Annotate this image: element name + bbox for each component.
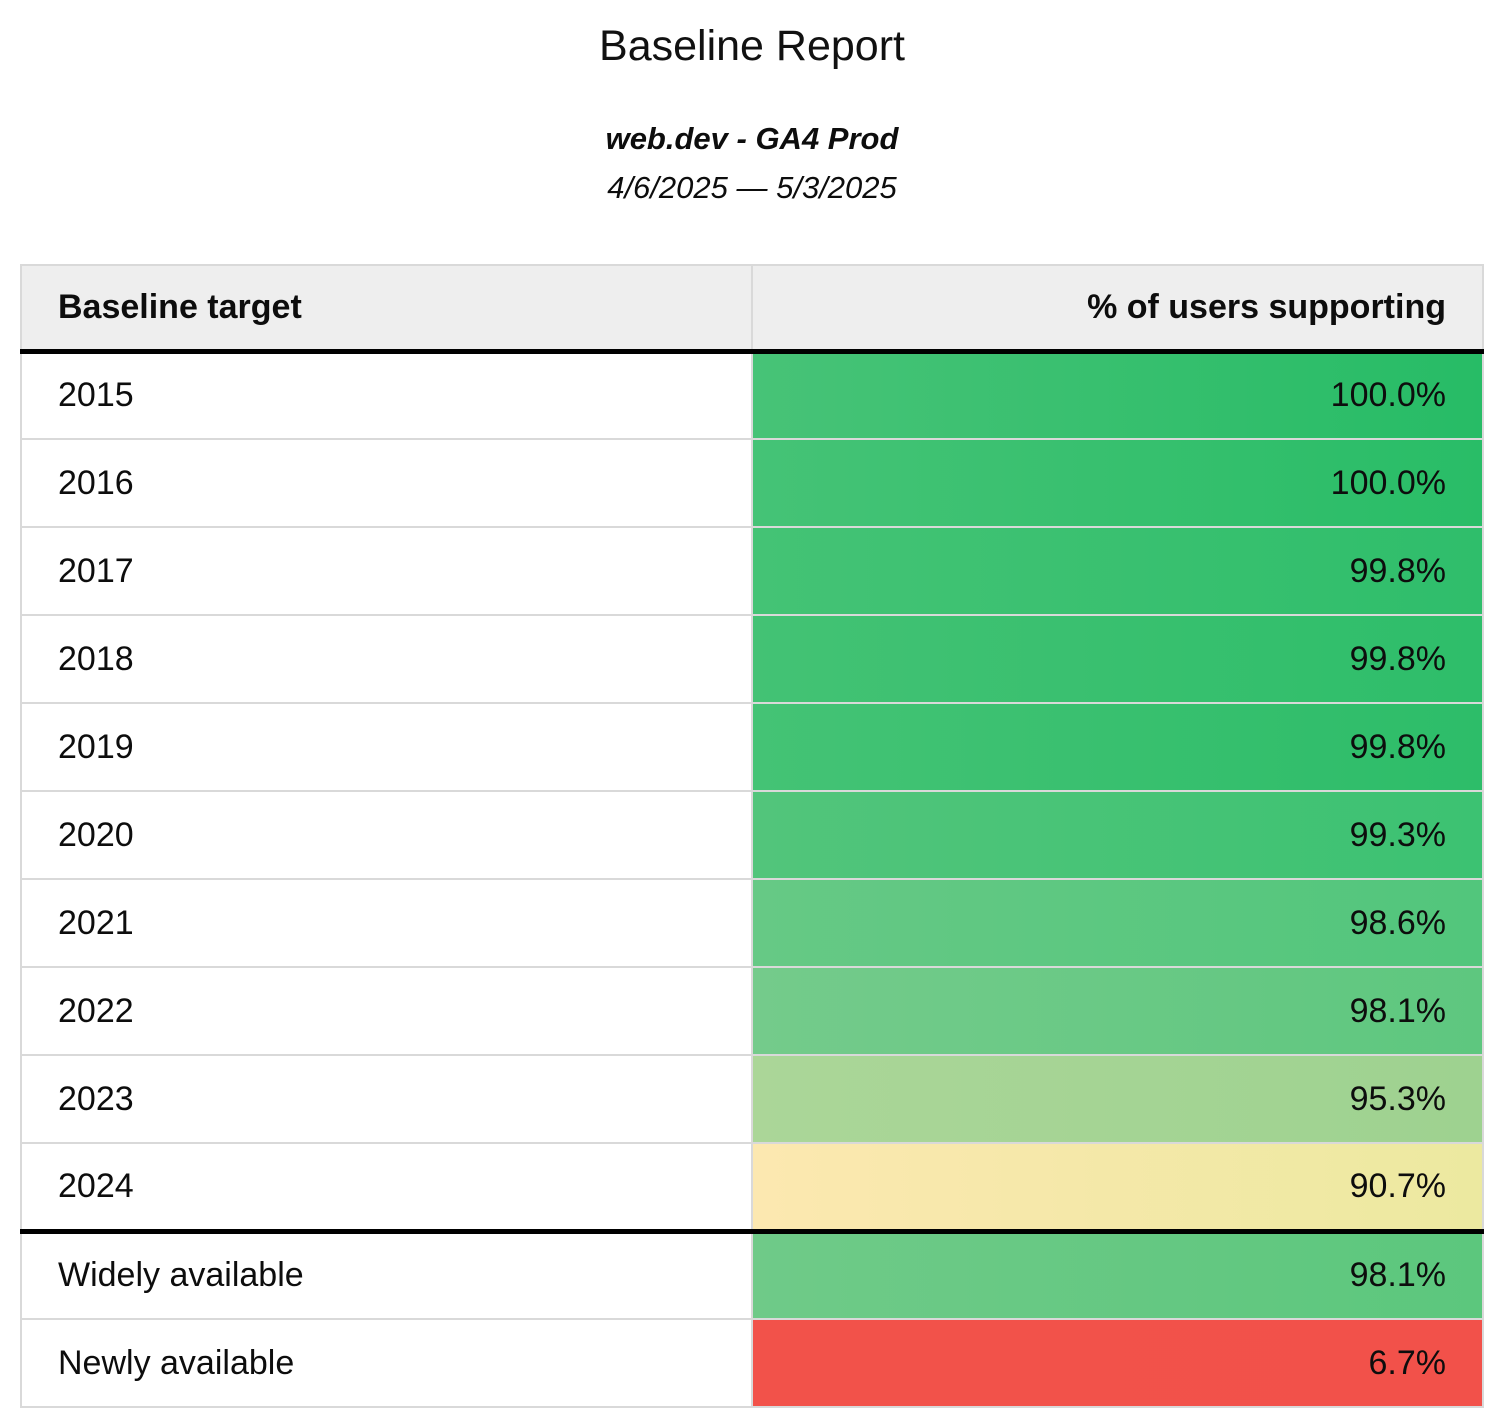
page-title: Baseline Report [599, 22, 905, 70]
summary-rows: Widely available 98.1% Newly available 6… [21, 1228, 1483, 1408]
percent-value-cell: 100.0% [752, 439, 1483, 528]
percent-value-cell: 99.8% [752, 527, 1483, 616]
table-header: Baseline target % of users supporting [21, 265, 1483, 354]
table-row: 2016 100.0% [21, 439, 1483, 528]
table-row: 2015 100.0% [21, 351, 1483, 440]
table-row: 2024 90.7% [21, 1143, 1483, 1232]
percent-value-cell: 98.6% [752, 879, 1483, 968]
baseline-target-cell: 2016 [21, 439, 753, 528]
baseline-target-cell: 2021 [21, 879, 753, 968]
percent-value-cell: 98.1% [752, 1228, 1483, 1320]
table-row: 2022 98.1% [21, 967, 1483, 1056]
percent-value-cell: 99.3% [752, 791, 1483, 880]
baseline-target-cell: 2022 [21, 967, 753, 1056]
table-row: 2018 99.8% [21, 615, 1483, 704]
percent-value-cell: 98.1% [752, 967, 1483, 1056]
percent-value-cell: 99.8% [752, 703, 1483, 792]
year-rows: 2015 100.0% 2016 100.0% 2017 99.8% 2018 … [21, 351, 1483, 1232]
date-range: 4/6/2025 — 5/3/2025 [607, 170, 897, 205]
baseline-target-cell: 2015 [21, 351, 753, 440]
percent-value-cell: 90.7% [752, 1143, 1483, 1232]
table-row: 2023 95.3% [21, 1055, 1483, 1144]
percent-value-cell: 95.3% [752, 1055, 1483, 1144]
baseline-target-cell: Widely available [21, 1228, 753, 1320]
baseline-target-cell: 2023 [21, 1055, 753, 1144]
table-row: 2021 98.6% [21, 879, 1483, 968]
baseline-target-cell: 2019 [21, 703, 753, 792]
percent-value-cell: 100.0% [752, 351, 1483, 440]
table-row: 2017 99.8% [21, 527, 1483, 616]
table-row: 2020 99.3% [21, 791, 1483, 880]
baseline-target-cell: 2024 [21, 1143, 753, 1232]
baseline-target-cell: 2020 [21, 791, 753, 880]
report-subtitle: web.dev - GA4 Prod [605, 121, 899, 156]
percent-value-cell: 6.7% [752, 1319, 1483, 1408]
header-row: Baseline target % of users supporting [21, 265, 1483, 354]
table-row: Widely available 98.1% [21, 1228, 1483, 1320]
baseline-target-cell: Newly available [21, 1319, 753, 1408]
column-header-percent-supporting: % of users supporting [752, 265, 1483, 354]
baseline-target-cell: 2017 [21, 527, 753, 616]
percent-value-cell: 99.8% [752, 615, 1483, 704]
baseline-table: Baseline target % of users supporting 20… [20, 264, 1484, 1408]
table-row: 2019 99.8% [21, 703, 1483, 792]
baseline-target-cell: 2018 [21, 615, 753, 704]
column-header-baseline-target: Baseline target [21, 265, 753, 354]
table-row: Newly available 6.7% [21, 1319, 1483, 1408]
